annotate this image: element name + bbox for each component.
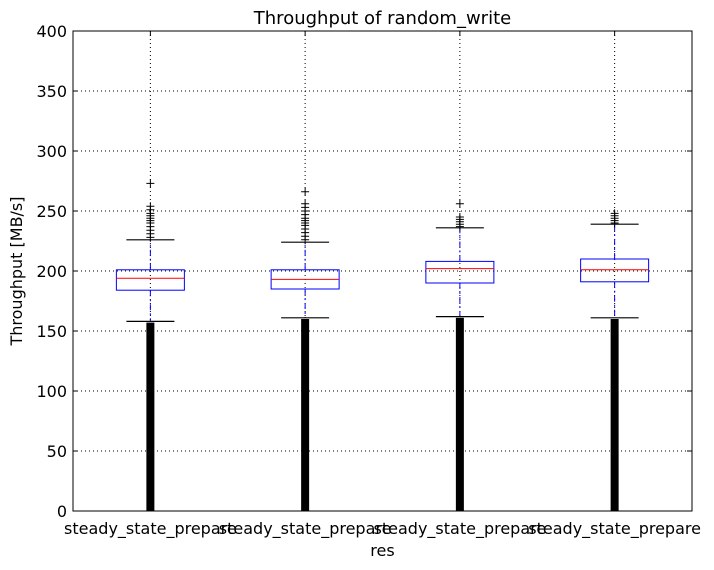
y-tick-label: 50 (47, 442, 67, 461)
y-tick-label: 0 (57, 502, 67, 521)
box-iqr (580, 258, 650, 283)
grid (73, 31, 692, 511)
outlier-markers-low (610, 319, 619, 511)
outlier-marker (610, 209, 619, 218)
y-axis-label: Throughput [MB/s] (7, 196, 26, 346)
outlier-marker (301, 199, 310, 208)
x-tick-label: steady_state_prepare (64, 519, 237, 539)
box-group (425, 199, 495, 511)
box-group (270, 187, 340, 511)
x-axis-label: res (370, 541, 394, 560)
box-group (580, 209, 650, 511)
box-iqr (115, 269, 185, 291)
outlier-markers-low (455, 317, 464, 511)
y-tick-label: 300 (36, 142, 67, 161)
box-iqr (425, 260, 495, 284)
y-tick-label: 400 (36, 22, 67, 41)
outlier-markers-low (301, 319, 310, 511)
y-tick-label: 250 (36, 202, 67, 221)
outlier-marker (455, 213, 464, 221)
outlier-marker (146, 202, 155, 211)
y-tick-label: 100 (36, 382, 67, 401)
y-ticks: 0 50 100 150 200 250 300 350 400 (36, 22, 692, 521)
chart-title: Throughput of random_write (253, 8, 511, 29)
x-tick-label: steady_state_prepare (374, 519, 547, 539)
outlier-markers-low (146, 322, 155, 511)
box-group (115, 179, 185, 511)
y-tick-label: 350 (36, 82, 67, 101)
x-ticks: steady_state_preparesteady_state_prepare… (64, 31, 701, 539)
y-tick-label: 200 (36, 262, 67, 281)
x-tick-label: steady_state_prepare (219, 519, 392, 539)
outlier-marker (146, 179, 155, 188)
outlier-marker (455, 199, 464, 208)
outlier-marker (301, 187, 310, 196)
x-tick-label: steady_state_prepare (528, 519, 701, 539)
boxes (115, 179, 650, 511)
y-tick-label: 150 (36, 322, 67, 341)
